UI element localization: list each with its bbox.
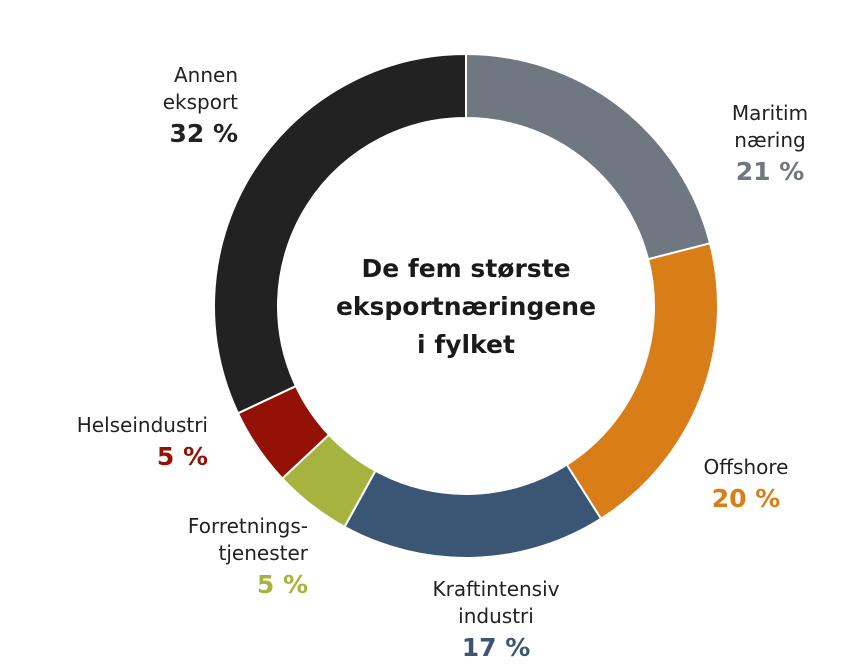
slice-label: Offshore bbox=[704, 455, 789, 479]
slice-label-group: Maritim næring 21 % bbox=[732, 101, 808, 186]
slice-value-label: 17 % bbox=[462, 633, 531, 662]
chart-title: De fem største eksportnæringene i fylket bbox=[336, 254, 596, 359]
slice-value-label: 21 % bbox=[736, 157, 805, 186]
slice-label-group: Annen eksport 32 % bbox=[163, 63, 238, 148]
slice-label-group: Forretnings-tjenester 5 % bbox=[188, 514, 309, 599]
donut-slice bbox=[343, 463, 603, 559]
donut-slice bbox=[465, 52, 712, 261]
chart-title-line: i fylket bbox=[417, 330, 515, 359]
slice-label: Helseindustri bbox=[77, 413, 208, 437]
chart-title-line: De fem største bbox=[361, 254, 570, 283]
slice-label: tjenester bbox=[219, 541, 309, 565]
slice-value-label: 5 % bbox=[257, 570, 308, 599]
slice-label: Annen bbox=[174, 63, 238, 87]
slice-label: eksport bbox=[163, 90, 238, 114]
slice-label: Kraftintensiv bbox=[433, 577, 560, 601]
slice-label: Forretnings- bbox=[188, 514, 308, 538]
donut-slice bbox=[213, 52, 467, 415]
slice-labels: Maritim næring 21 % Offshore 20 % Kraftintens… bbox=[77, 63, 808, 662]
slice-value-label: 20 % bbox=[712, 484, 781, 513]
slice-label-group: Offshore 20 % bbox=[704, 455, 789, 513]
slice-label: Maritim bbox=[732, 101, 808, 125]
slice-label-group: Helseindustri 5 % bbox=[77, 413, 208, 471]
donut-slices bbox=[213, 52, 719, 559]
slice-value-label: 32 % bbox=[169, 119, 238, 148]
chart-title-line: eksportnæringene bbox=[336, 292, 596, 321]
slice-value-label: 5 % bbox=[157, 442, 208, 471]
slice-label: næring bbox=[734, 128, 805, 152]
slice-label-group: Kraftintensiv industri 17 % bbox=[433, 577, 560, 662]
donut-slice bbox=[565, 242, 719, 521]
slice-label: industri bbox=[458, 604, 534, 628]
